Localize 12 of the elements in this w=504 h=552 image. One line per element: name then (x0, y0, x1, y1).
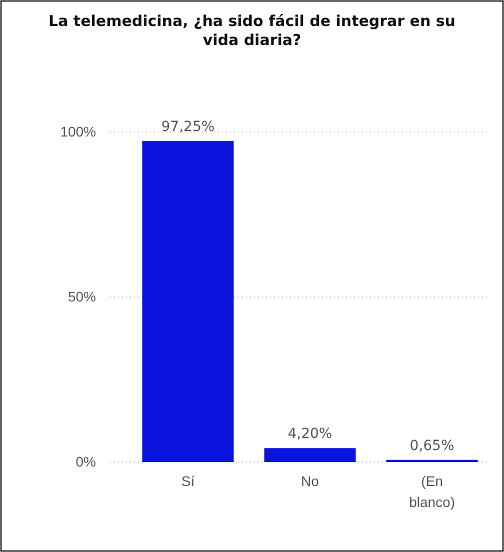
x-tick-label: Sí (181, 472, 195, 489)
y-tick-label: 0% (76, 453, 96, 470)
y-tick-label: 100% (60, 123, 96, 140)
bar (142, 141, 234, 462)
data-label: 4,20% (288, 426, 332, 442)
data-label: 0,65% (410, 438, 454, 454)
chart-title: La telemedicina, ¿ha sido fácil de integrar en su vida diaria? (48, 12, 456, 49)
x-tick-label: No (301, 472, 320, 489)
y-tick-label: 50% (68, 288, 96, 304)
bar (264, 448, 356, 462)
data-label: 97,25% (161, 119, 215, 136)
x-tick-label: (En blanco) (409, 472, 455, 510)
